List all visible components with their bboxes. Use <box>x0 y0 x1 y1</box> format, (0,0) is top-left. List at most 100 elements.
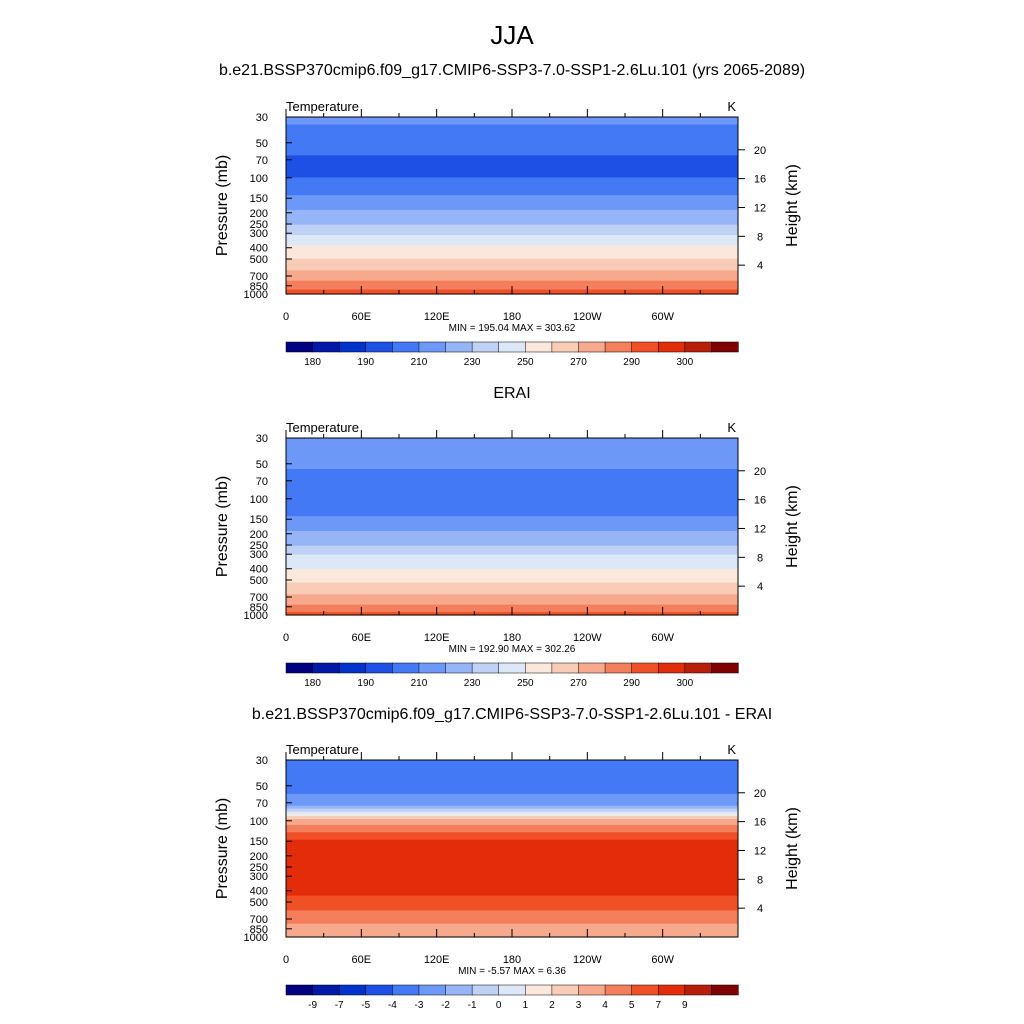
contour-band <box>286 201 738 204</box>
contour-band <box>286 249 738 252</box>
contour-band <box>286 131 738 134</box>
contour-band <box>286 209 738 213</box>
contour-band <box>286 229 738 232</box>
colorbar-label: 250 <box>517 357 534 368</box>
colorbar-label: 230 <box>464 357 481 368</box>
contour-band <box>286 242 738 245</box>
contour-band <box>286 176 738 179</box>
contour-band <box>286 159 738 162</box>
height-tick-label: 8 <box>757 552 763 564</box>
contour-band <box>286 263 738 266</box>
contour-band <box>286 897 738 900</box>
contour-band <box>286 527 738 531</box>
contour-band <box>286 254 738 257</box>
contour-band <box>286 257 738 260</box>
contour-band <box>286 832 738 835</box>
contour-band <box>286 768 738 771</box>
colorbar-label: 3 <box>576 1000 582 1011</box>
contour-band <box>286 125 738 128</box>
contour-band <box>286 895 738 898</box>
colorbar-label: 290 <box>623 678 640 689</box>
colorbar-label: 250 <box>517 678 534 689</box>
contour-band <box>286 592 738 595</box>
contour-band <box>286 155 738 158</box>
contour-band <box>286 773 738 776</box>
contour-band <box>286 898 738 901</box>
contour-band <box>286 161 738 164</box>
contour-band <box>286 816 738 819</box>
y-axis-label: Pressure (mb) <box>214 155 231 256</box>
height-tick-label: 20 <box>754 788 766 800</box>
contour-band <box>286 551 738 554</box>
contour-band <box>286 600 738 603</box>
contour-band <box>286 268 738 271</box>
contour-band <box>286 879 738 882</box>
lon-tick-label: 60W <box>651 954 674 966</box>
lon-tick-label: 60E <box>352 954 372 966</box>
contour-band <box>286 541 738 544</box>
colorbar-label: 190 <box>357 357 374 368</box>
contour-band <box>286 900 738 903</box>
height-tick-label: 16 <box>754 174 766 186</box>
contour-band <box>286 178 738 182</box>
colorbar-label: 5 <box>629 1000 635 1011</box>
colorbar-swatch <box>418 662 447 674</box>
contour-band <box>286 917 738 920</box>
pressure-tick-label: 1000 <box>244 610 268 622</box>
contour-band <box>286 273 738 276</box>
pressure-tick-label: 700 <box>250 592 268 604</box>
height-tick-label: 20 <box>754 466 766 478</box>
contour-band <box>286 520 738 523</box>
colorbar-swatch <box>578 984 606 996</box>
contour-band <box>286 464 738 467</box>
contour-band <box>286 519 738 522</box>
contour-band <box>286 597 738 600</box>
y-axis-label: Pressure (mb) <box>214 798 231 899</box>
contour-band <box>286 127 738 130</box>
contour-band <box>286 511 738 514</box>
contour-band <box>286 504 738 507</box>
contour-band <box>286 916 738 919</box>
contour-band <box>286 261 738 264</box>
colorbar-label: 210 <box>411 678 428 689</box>
contour-band <box>286 762 738 766</box>
colorbar-label: 2 <box>549 1000 555 1011</box>
contour-band <box>286 867 738 870</box>
lon-tick-label: 180 <box>503 954 521 966</box>
contour-band <box>286 133 738 136</box>
colorbar-swatch <box>631 984 659 996</box>
pressure-tick-label: 50 <box>256 781 268 793</box>
contour-band <box>286 892 738 895</box>
contour-band <box>286 508 738 511</box>
contour-band <box>286 581 738 584</box>
colorbar-label: 190 <box>357 678 374 689</box>
contour-band <box>286 245 738 248</box>
colorbar-label: 0 <box>496 1000 502 1011</box>
contour-band <box>286 578 738 581</box>
colorbar-swatch <box>498 662 526 674</box>
contour-band <box>286 869 738 872</box>
contour-band <box>286 883 738 886</box>
contour-band <box>286 193 738 196</box>
colorbar-swatch <box>392 662 420 674</box>
contour-band <box>286 463 738 466</box>
colorbar-swatch <box>684 984 713 996</box>
contour-band <box>286 122 738 125</box>
pressure-tick-label: 700 <box>250 271 268 283</box>
height-tick-label: 12 <box>754 523 766 535</box>
height-tick-label: 8 <box>757 231 763 243</box>
contour-band <box>286 833 738 836</box>
contour-band <box>286 479 738 482</box>
contour-band <box>286 888 738 891</box>
colorbar-label: -5 <box>361 1000 370 1011</box>
contour-band <box>286 814 738 817</box>
contour-band <box>286 164 738 167</box>
contour-band <box>286 280 738 283</box>
lon-tick-label: 120W <box>573 954 602 966</box>
contour-band <box>286 243 738 246</box>
contour-band <box>286 189 738 192</box>
contour-band <box>286 824 738 827</box>
contour-band <box>286 454 738 457</box>
contour-band <box>286 468 738 472</box>
colorbar-swatch <box>657 984 686 996</box>
